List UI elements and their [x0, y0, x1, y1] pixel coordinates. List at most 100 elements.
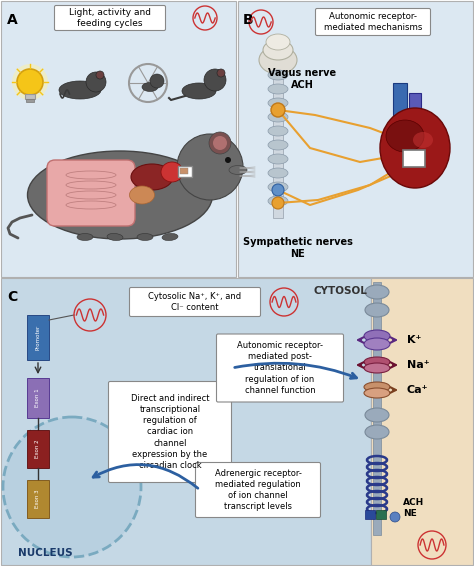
Ellipse shape — [137, 234, 153, 241]
FancyBboxPatch shape — [47, 160, 135, 226]
Circle shape — [86, 72, 106, 92]
FancyBboxPatch shape — [195, 462, 320, 517]
Bar — [27, 315, 49, 360]
Ellipse shape — [380, 108, 450, 188]
Ellipse shape — [268, 70, 288, 80]
Ellipse shape — [364, 338, 390, 350]
Ellipse shape — [182, 83, 216, 99]
Ellipse shape — [162, 233, 178, 241]
Text: K⁺: K⁺ — [407, 335, 421, 345]
Ellipse shape — [386, 120, 424, 152]
Bar — [409, 93, 421, 133]
Ellipse shape — [27, 151, 212, 239]
Ellipse shape — [161, 162, 183, 182]
Ellipse shape — [268, 140, 288, 150]
Bar — [27, 480, 49, 518]
FancyBboxPatch shape — [55, 6, 165, 31]
Ellipse shape — [229, 165, 247, 174]
Text: Na⁺: Na⁺ — [407, 360, 429, 370]
Text: Cytosolic Na⁺, K⁺, and
Cl⁻ content: Cytosolic Na⁺, K⁺, and Cl⁻ content — [148, 292, 242, 312]
Text: Vagus nerve
ACH: Vagus nerve ACH — [268, 68, 336, 89]
Ellipse shape — [142, 83, 158, 92]
Ellipse shape — [365, 285, 389, 299]
Bar — [273, 70, 283, 218]
Circle shape — [225, 157, 231, 163]
FancyBboxPatch shape — [129, 288, 261, 316]
Text: Autonomic receptor-
mediated mechanisms: Autonomic receptor- mediated mechanisms — [324, 12, 422, 32]
Ellipse shape — [263, 40, 293, 60]
FancyBboxPatch shape — [109, 381, 231, 482]
Ellipse shape — [268, 168, 288, 178]
Ellipse shape — [413, 132, 433, 148]
Ellipse shape — [268, 182, 288, 192]
Bar — [26, 99, 34, 102]
Text: CYTOSOL: CYTOSOL — [313, 286, 367, 296]
Text: Autonomic receptor-
mediated post-
translational
regulation of ion
channel funct: Autonomic receptor- mediated post- trans… — [237, 341, 323, 395]
Text: ACH
NE: ACH NE — [403, 498, 424, 518]
Bar — [365, 510, 375, 519]
Bar — [1, 278, 371, 565]
Circle shape — [217, 69, 225, 77]
Text: Direct and indirect
transcriptional
regulation of
cardiac ion
channel
expression: Direct and indirect transcriptional regu… — [131, 394, 209, 470]
Ellipse shape — [259, 46, 297, 74]
Bar — [25, 94, 35, 99]
Text: A: A — [7, 13, 18, 27]
Circle shape — [272, 184, 284, 196]
Circle shape — [17, 69, 43, 95]
Ellipse shape — [364, 363, 390, 373]
Bar — [180, 168, 188, 174]
Bar — [238, 1, 473, 277]
Text: Adrenergic receptor-
mediated regulation
of ion channel
transcript levels: Adrenergic receptor- mediated regulation… — [215, 469, 301, 511]
Text: B: B — [243, 13, 254, 27]
Ellipse shape — [268, 126, 288, 136]
Text: Exon 1: Exon 1 — [36, 389, 40, 408]
Circle shape — [272, 197, 284, 209]
Ellipse shape — [129, 186, 155, 204]
Bar — [373, 282, 381, 535]
Ellipse shape — [364, 357, 390, 367]
Circle shape — [177, 134, 243, 200]
Circle shape — [204, 69, 226, 91]
Ellipse shape — [364, 388, 390, 398]
Bar — [27, 378, 49, 418]
Bar — [1, 1, 236, 277]
Text: Light, activity and
feeding cycles: Light, activity and feeding cycles — [69, 8, 151, 28]
Ellipse shape — [268, 112, 288, 122]
Text: C: C — [7, 290, 17, 304]
Circle shape — [96, 71, 104, 79]
Ellipse shape — [365, 408, 389, 422]
Ellipse shape — [364, 330, 390, 342]
Bar — [27, 430, 49, 468]
Ellipse shape — [131, 164, 173, 190]
Bar — [178, 166, 192, 177]
Ellipse shape — [107, 233, 123, 241]
Ellipse shape — [365, 303, 389, 317]
Ellipse shape — [268, 84, 288, 94]
Bar — [371, 278, 473, 565]
Circle shape — [12, 64, 48, 100]
Ellipse shape — [268, 154, 288, 164]
Ellipse shape — [59, 81, 101, 99]
Circle shape — [209, 132, 231, 154]
Circle shape — [150, 74, 164, 88]
Bar — [393, 83, 407, 138]
FancyBboxPatch shape — [217, 334, 344, 402]
Bar — [376, 510, 386, 519]
Ellipse shape — [3, 417, 141, 557]
Ellipse shape — [268, 98, 288, 108]
Text: NUCLEUS: NUCLEUS — [18, 548, 73, 558]
Text: Sympathetic nerves
NE: Sympathetic nerves NE — [243, 237, 353, 259]
Circle shape — [390, 512, 400, 522]
Text: Ca⁺: Ca⁺ — [407, 385, 428, 395]
Circle shape — [271, 103, 285, 117]
Ellipse shape — [266, 34, 290, 50]
Circle shape — [213, 136, 227, 150]
Ellipse shape — [77, 234, 93, 241]
Text: Promoter: Promoter — [36, 324, 40, 350]
Ellipse shape — [365, 425, 389, 439]
Text: Exon 2: Exon 2 — [36, 440, 40, 458]
Ellipse shape — [268, 196, 288, 206]
Bar — [403, 150, 425, 167]
FancyBboxPatch shape — [316, 8, 430, 36]
Ellipse shape — [364, 382, 390, 392]
